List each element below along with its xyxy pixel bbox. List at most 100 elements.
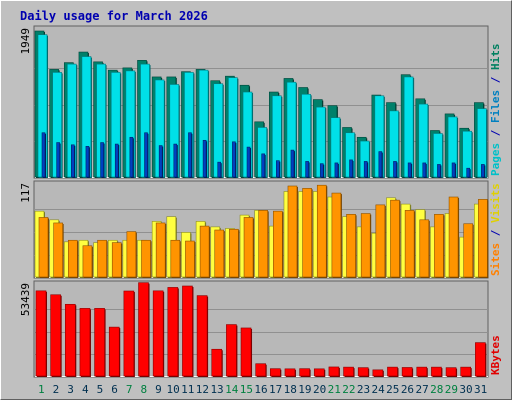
bar-visits-sites-day-14	[229, 228, 239, 278]
bar-hits-pages-day-30	[466, 167, 471, 178]
bar-visits-sites-day-27	[419, 219, 430, 278]
legend-kbytes-part-0: KBytes	[489, 335, 502, 375]
bar-hits-pages-day-14	[232, 141, 236, 178]
bar-visits-sites-day-22	[346, 214, 356, 278]
x-tick-label-day-1: 1	[38, 383, 45, 396]
bar-hits-pages-day-18	[290, 149, 295, 178]
bar-kbytes-kbytes-day-17	[270, 368, 281, 377]
bar-hits-pages-day-13	[217, 161, 222, 178]
bar-kbytes-kbytes-day-5	[94, 308, 105, 377]
x-tick-label-day-3: 3	[67, 383, 74, 396]
x-tick-label-day-8: 8	[141, 383, 148, 396]
bar-kbytes-kbytes-day-11	[182, 285, 193, 377]
bar-kbytes-kbytes-day-20	[313, 368, 325, 377]
bar-kbytes-kbytes-day-1	[35, 290, 47, 377]
legend-hits-part-0: Pages	[489, 143, 502, 176]
bar-hits-pages-day-29	[451, 162, 456, 178]
bar-hits-pages-day-21	[334, 162, 339, 178]
bar-visits-sites-day-4	[82, 245, 93, 278]
bar-visits-sites-day-6	[111, 242, 122, 278]
bar-kbytes-kbytes-day-21	[328, 366, 340, 377]
x-tick-label-day-16: 16	[254, 383, 267, 396]
bar-visits-sites-day-31	[478, 199, 488, 278]
legend-visits-part-1: /	[489, 223, 502, 243]
x-tick-label-day-9: 9	[155, 383, 162, 396]
x-tick-label-day-27: 27	[415, 383, 428, 396]
bar-visits-sites-day-26	[404, 210, 415, 278]
bar-kbytes-kbytes-day-31	[475, 342, 486, 377]
bar-kbytes-kbytes-day-18	[284, 368, 296, 377]
bar-hits-pages-day-23	[363, 161, 368, 178]
axis-max-label-kbytes: 53439	[19, 283, 32, 316]
x-tick-label-day-15: 15	[240, 383, 253, 396]
legend-hits-part-4: Hits	[489, 44, 502, 71]
x-tick-label-day-11: 11	[181, 383, 194, 396]
x-tick-label-day-23: 23	[357, 383, 370, 396]
x-tick-label-day-4: 4	[82, 383, 89, 396]
bar-hits-pages-day-15	[246, 146, 251, 178]
bar-visits-sites-day-7	[126, 231, 137, 278]
bar-visits-sites-day-11	[185, 240, 195, 278]
bar-hits-pages-day-27	[422, 162, 427, 178]
bar-hits-pages-day-28	[437, 164, 441, 178]
bar-hits-files-day-26	[403, 76, 414, 178]
x-tick-label-day-24: 24	[372, 383, 386, 396]
bar-visits-sites-day-30	[463, 223, 474, 278]
bar-kbytes-kbytes-day-29	[445, 367, 457, 377]
legend-visits-part-0: Sites	[489, 243, 502, 276]
bar-visits-sites-day-12	[199, 225, 210, 278]
bar-visits-sites-day-17	[273, 210, 283, 278]
x-tick-label-day-19: 19	[298, 383, 311, 396]
bar-hits-pages-day-17	[276, 160, 280, 178]
bar-visits-sites-day-3	[67, 239, 78, 278]
x-tick-label-day-7: 7	[126, 383, 133, 396]
axis-max-label-hits: 1949	[19, 28, 32, 55]
legend-hits-part-2: Files	[489, 90, 502, 123]
bar-hits-pages-day-10	[173, 143, 178, 178]
legend-hits-part-3: /	[489, 70, 502, 90]
bar-hits-pages-day-9	[158, 145, 163, 178]
bar-hits-pages-day-16	[261, 153, 265, 178]
bar-visits-sites-day-20	[316, 184, 327, 278]
bar-kbytes-kbytes-day-28	[431, 366, 442, 377]
x-tick-label-day-26: 26	[401, 383, 414, 396]
bar-kbytes-kbytes-day-3	[64, 303, 76, 377]
bar-hits-pages-day-5	[100, 142, 104, 178]
bar-hits-pages-day-19	[305, 161, 309, 178]
bar-visits-sites-day-24	[375, 204, 386, 278]
bar-kbytes-kbytes-day-12	[196, 295, 208, 377]
x-tick-label-day-18: 18	[284, 383, 297, 396]
bar-hits-pages-day-8	[144, 132, 148, 178]
x-tick-label-day-29: 29	[445, 383, 458, 396]
chart-title: Daily usage for March 2026	[20, 9, 208, 23]
x-tick-label-day-13: 13	[210, 383, 223, 396]
bar-kbytes-kbytes-day-22	[343, 366, 354, 377]
bar-kbytes-kbytes-day-27	[416, 366, 428, 377]
legend-visits: Sites / Visits	[489, 183, 502, 276]
bar-kbytes-kbytes-day-9	[152, 290, 164, 377]
bar-hits-pages-day-2	[56, 142, 60, 178]
x-tick-label-day-5: 5	[97, 383, 104, 396]
bar-kbytes-kbytes-day-2	[50, 294, 61, 377]
bar-visits-sites-day-13	[214, 229, 225, 278]
bar-kbytes-kbytes-day-7	[123, 290, 135, 377]
bar-kbytes-kbytes-day-13	[211, 348, 223, 377]
x-tick-label-day-22: 22	[342, 383, 355, 396]
bar-kbytes-kbytes-day-6	[108, 326, 120, 377]
bar-visits-sites-day-10	[170, 239, 181, 278]
bar-kbytes-kbytes-day-8	[138, 282, 149, 377]
legend-visits-part-2: Visits	[489, 183, 502, 223]
bar-kbytes-kbytes-day-26	[401, 367, 413, 377]
bar-visits-sites-day-15	[243, 217, 254, 278]
bar-kbytes-kbytes-day-15	[240, 327, 252, 377]
bar-hits-pages-day-4	[85, 146, 90, 178]
bar-kbytes-kbytes-day-14	[226, 324, 237, 377]
x-tick-label-day-2: 2	[53, 383, 60, 396]
bar-visits-sites-day-16	[258, 210, 268, 278]
x-tick-label-day-12: 12	[196, 383, 209, 396]
bar-kbytes-kbytes-day-23	[357, 367, 369, 377]
bar-visits-sites-day-2	[53, 222, 63, 278]
bar-kbytes-kbytes-day-25	[387, 366, 398, 377]
